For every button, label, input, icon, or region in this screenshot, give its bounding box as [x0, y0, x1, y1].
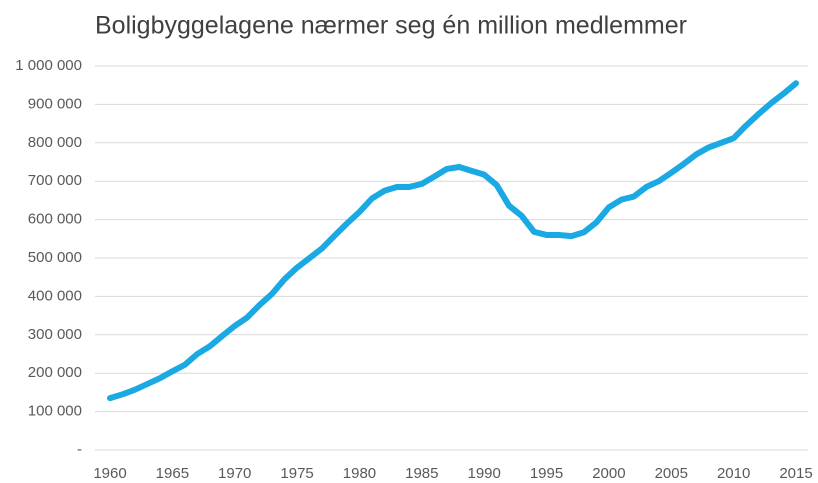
y-tick-label: 900 000 — [28, 95, 82, 112]
x-tick-label: 2010 — [717, 465, 750, 482]
x-tick-label: 1990 — [467, 465, 500, 482]
x-tick-label: 1985 — [405, 465, 438, 482]
y-tick-label: 600 000 — [28, 211, 82, 228]
x-tick-label: 1980 — [343, 465, 376, 482]
x-tick-label: 2015 — [779, 465, 812, 482]
data-line — [107, 80, 799, 402]
y-tick-label: 800 000 — [28, 134, 82, 151]
y-tick-label: 400 000 — [28, 287, 82, 304]
chart-title: Boligbyggelagene nærmer seg én million m… — [95, 12, 687, 40]
y-tick-label: 200 000 — [28, 364, 82, 381]
y-tick-label: 500 000 — [28, 249, 82, 266]
y-tick-label: - — [77, 441, 82, 458]
y-tick-label: 300 000 — [28, 326, 82, 343]
y-tick-label: 700 000 — [28, 172, 82, 189]
x-tick-label: 1970 — [218, 465, 251, 482]
y-tick-label: 100 000 — [28, 403, 82, 420]
x-tick-label: 1995 — [530, 465, 563, 482]
x-tick-label: 1965 — [156, 465, 189, 482]
x-tick-label: 2005 — [655, 465, 688, 482]
x-tick-label: 1960 — [93, 465, 126, 482]
x-tick-label: 2000 — [592, 465, 625, 482]
y-tick-label: 1 000 000 — [15, 57, 82, 74]
x-tick-label: 1975 — [280, 465, 313, 482]
